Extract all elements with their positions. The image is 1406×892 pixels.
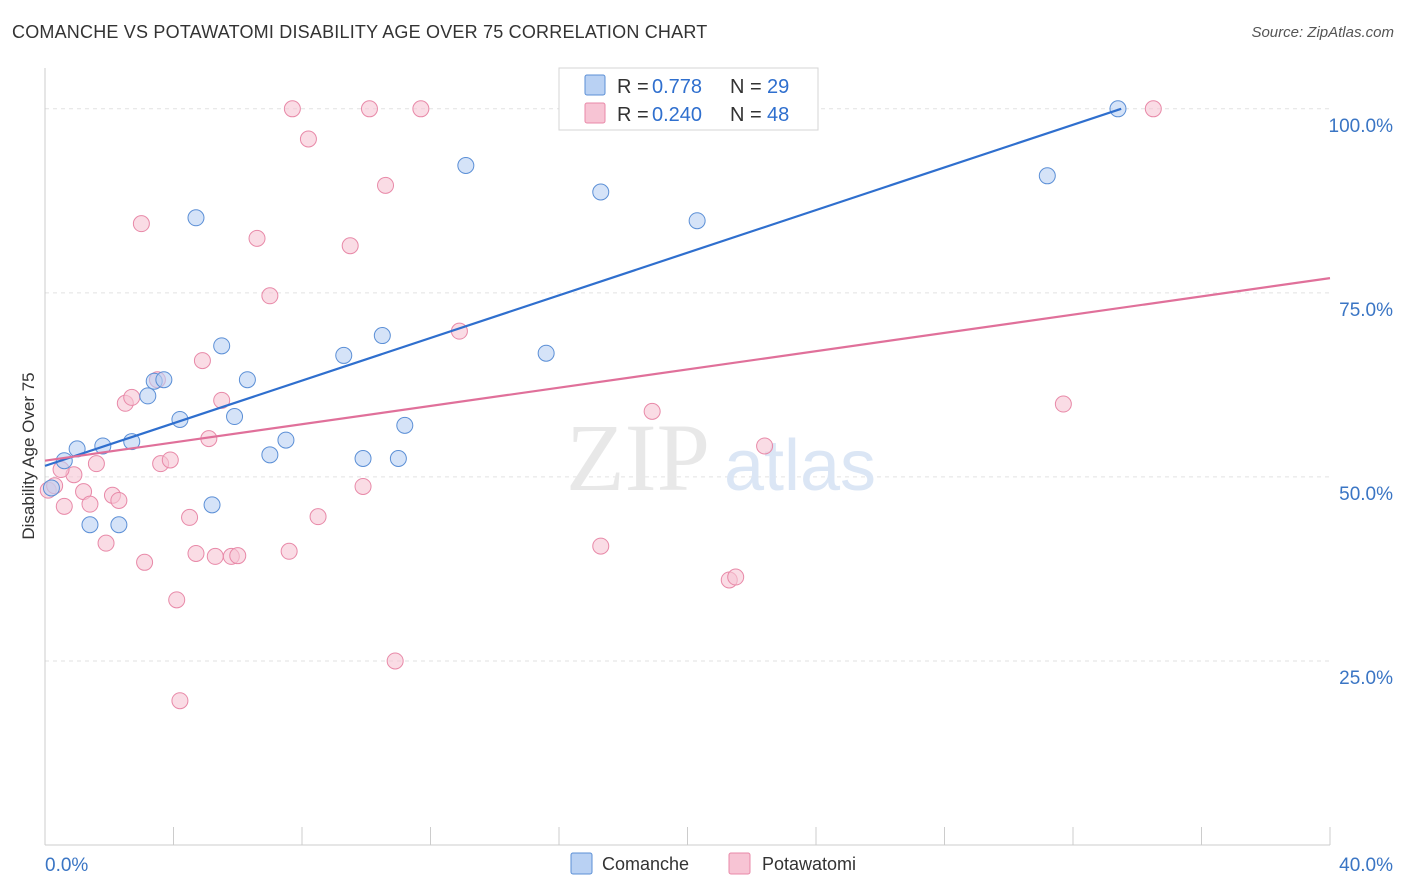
potawatomi-point — [412, 100, 430, 118]
watermark: ZIP atlas — [566, 404, 876, 511]
y-tick-label: 25.0% — [1339, 668, 1393, 689]
comanche-point — [238, 371, 256, 389]
potawatomi-point — [280, 542, 298, 560]
potawatomi-point — [360, 100, 378, 118]
x-tick-label-max: 40.0% — [1339, 855, 1393, 876]
potawatomi-point — [261, 287, 279, 305]
gridlines — [45, 108, 1330, 662]
comanche-point — [389, 450, 407, 467]
comanche-point — [457, 156, 475, 174]
potawatomi-legend-swatch — [584, 102, 606, 124]
potawatomi-n-value: 48 — [767, 104, 789, 126]
comanche-point — [110, 516, 128, 534]
comanche-n-label: N = — [730, 76, 762, 98]
potawatomi-point — [299, 130, 317, 148]
comanche-point — [203, 496, 221, 514]
trend-lines — [44, 107, 1331, 467]
comanche-r-label: R = — [617, 76, 649, 98]
potawatomi-point — [55, 497, 73, 515]
comanche-trend-line — [44, 107, 1122, 467]
watermark-atlas: atlas — [724, 426, 876, 506]
potawatomi-point — [161, 451, 179, 469]
potawatomi-point — [206, 547, 224, 565]
potawatomi-point — [136, 553, 154, 571]
potawatomi-point — [181, 508, 199, 526]
comanche-point — [277, 431, 295, 449]
comanche-point — [396, 416, 414, 434]
y-tick-label: 75.0% — [1339, 300, 1393, 321]
potawatomi-r-value: 0.240 — [652, 104, 702, 126]
potawatomi-point — [756, 437, 774, 455]
potawatomi-point — [309, 508, 327, 526]
potawatomi-n-label: N = — [730, 104, 762, 126]
potawatomi-point — [386, 652, 404, 670]
potawatomi-point — [1144, 100, 1162, 118]
potawatomi-point — [110, 491, 128, 509]
series-legend: Comanche Potawatomi — [570, 852, 856, 875]
potawatomi-point — [727, 568, 745, 586]
comanche-point — [42, 479, 60, 497]
potawatomi-points — [39, 100, 1162, 710]
watermark-zip: ZIP — [566, 404, 710, 511]
x-ticks — [173, 827, 1331, 845]
y-tick-label: 50.0% — [1339, 484, 1393, 505]
potawatomi-point — [168, 591, 186, 609]
comanche-point — [373, 327, 391, 345]
potawatomi-point — [377, 176, 395, 194]
comanche-point — [354, 450, 372, 467]
y-tick-label: 100.0% — [1329, 116, 1394, 137]
stats-legend: R = 0.778 N = 29 R = 0.240 N = 48 — [558, 67, 819, 131]
comanche-point — [1038, 167, 1056, 185]
comanche-legend-swatch — [584, 74, 606, 96]
comanche-series-swatch — [570, 852, 593, 875]
comanche-point — [187, 209, 205, 227]
potawatomi-point — [1054, 395, 1072, 413]
potawatomi-point — [193, 352, 211, 370]
source-credit: Source: ZipAtlas.com — [1251, 24, 1394, 41]
comanche-point — [261, 446, 279, 464]
comanche-point — [155, 371, 173, 389]
potawatomi-point — [171, 692, 189, 710]
comanche-point — [81, 516, 99, 534]
chart-title: COMANCHE VS POTAWATOMI DISABILITY AGE OV… — [12, 22, 708, 42]
y-tick-labels: 25.0% 50.0% 75.0% 100.0% — [1329, 116, 1394, 689]
comanche-points — [42, 100, 1127, 534]
potawatomi-r-label: R = — [617, 104, 649, 126]
potawatomi-trend-line — [44, 277, 1331, 462]
potawatomi-point — [123, 388, 141, 406]
comanche-point — [213, 337, 231, 355]
comanche-n-value: 29 — [767, 76, 789, 98]
potawatomi-series-label: Potawatomi — [762, 854, 856, 874]
comanche-point — [592, 183, 610, 201]
comanche-point — [335, 346, 353, 364]
comanche-point — [537, 344, 555, 362]
potawatomi-point — [97, 534, 115, 552]
potawatomi-point — [132, 215, 150, 233]
potawatomi-point — [248, 229, 266, 247]
potawatomi-point — [187, 544, 205, 562]
potawatomi-point — [87, 455, 105, 473]
potawatomi-series-swatch — [728, 852, 751, 875]
x-tick-labels: 0.0% 40.0% — [45, 855, 1393, 876]
comanche-series-label: Comanche — [602, 854, 689, 874]
potawatomi-point — [81, 495, 99, 513]
potawatomi-point — [283, 100, 301, 118]
y-axis-label: Disability Age Over 75 — [19, 372, 38, 539]
potawatomi-point — [643, 402, 661, 420]
potawatomi-point — [341, 237, 359, 255]
potawatomi-point — [229, 547, 247, 565]
comanche-point — [688, 212, 706, 230]
comanche-point — [139, 387, 157, 405]
x-tick-label-min: 0.0% — [45, 855, 88, 876]
comanche-point — [226, 408, 244, 426]
comanche-r-value: 0.778 — [652, 76, 702, 98]
potawatomi-point — [592, 537, 610, 555]
potawatomi-point — [354, 477, 372, 495]
